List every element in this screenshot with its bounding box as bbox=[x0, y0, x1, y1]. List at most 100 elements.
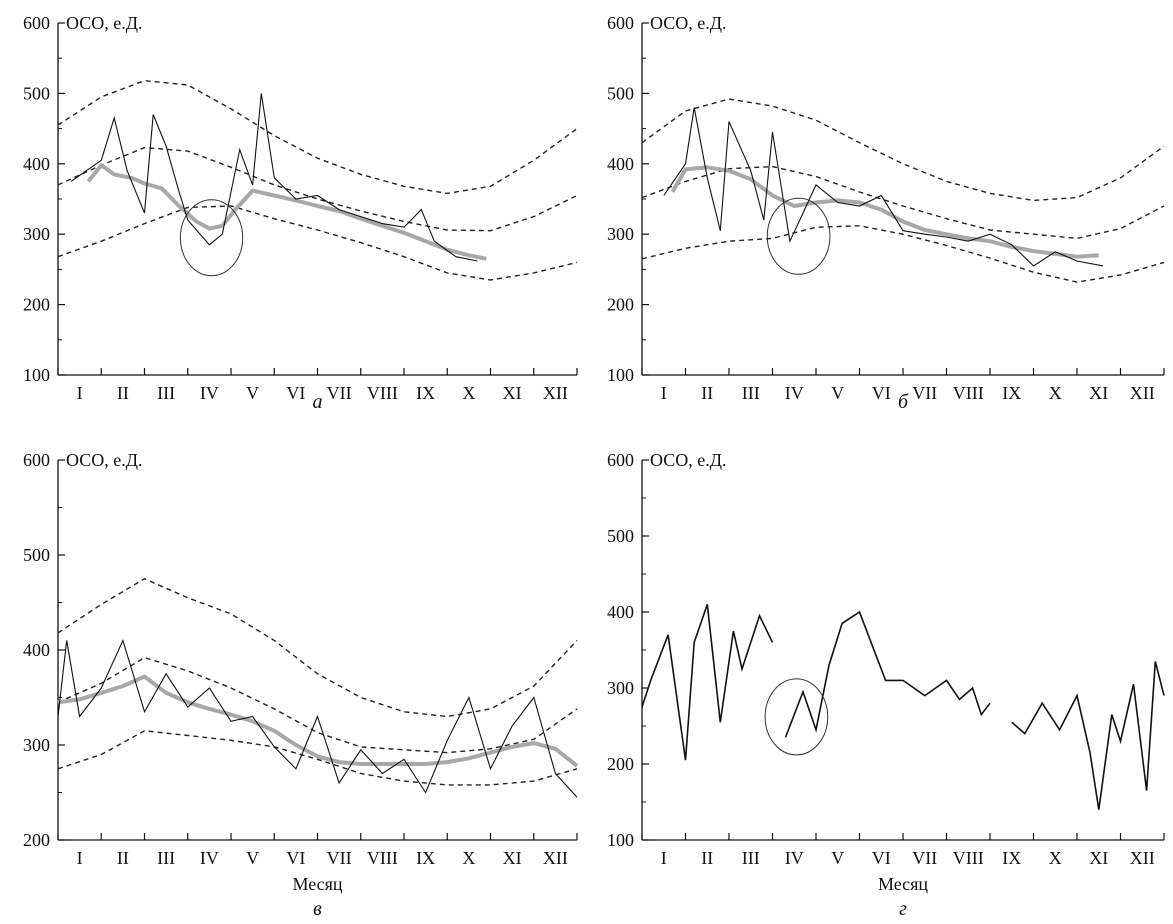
y-tick-label: 300 bbox=[23, 224, 50, 244]
y-tick-label: 100 bbox=[23, 365, 50, 385]
x-tick-label: X bbox=[1049, 848, 1062, 868]
y-tick-label: 500 bbox=[23, 545, 50, 565]
y-tick-label: 500 bbox=[607, 83, 634, 103]
daily-series-line bbox=[641, 604, 774, 761]
x-axis-title: Месяц bbox=[292, 874, 342, 894]
x-tick-label: VIII bbox=[953, 848, 984, 868]
y-tick-label: 400 bbox=[607, 602, 634, 622]
x-tick-label: XII bbox=[543, 848, 568, 868]
y-tick-label: 300 bbox=[607, 224, 634, 244]
y-tick-label: 200 bbox=[23, 830, 50, 850]
y-axis-title: ОСО, е.Д. bbox=[66, 13, 143, 33]
climate-envelope-line bbox=[57, 578, 578, 718]
climate-envelope-line bbox=[641, 165, 1165, 240]
highlight-circle bbox=[179, 199, 244, 277]
x-tick-label: VII bbox=[912, 383, 937, 403]
y-tick-label: 600 bbox=[23, 13, 50, 33]
x-tick-label: IV bbox=[785, 383, 804, 403]
daily-series-line bbox=[70, 93, 478, 262]
x-tick-label: IV bbox=[785, 848, 804, 868]
x-tick-label: X bbox=[462, 383, 475, 403]
x-tick-label: VIII bbox=[367, 848, 398, 868]
x-tick-label: IX bbox=[1002, 848, 1021, 868]
x-tick-label: IX bbox=[416, 848, 435, 868]
x-tick-label: II bbox=[701, 383, 713, 403]
smoothed-series-line bbox=[86, 163, 487, 261]
climate-envelope-line bbox=[57, 79, 578, 195]
daily-series-line bbox=[57, 638, 578, 798]
panel-letter: в bbox=[313, 898, 322, 920]
x-tick-label: II bbox=[117, 848, 129, 868]
climate-envelope-line bbox=[57, 730, 578, 786]
x-tick-label: VII bbox=[912, 848, 937, 868]
smoothed-series-line bbox=[57, 674, 579, 768]
x-tick-label: VIII bbox=[367, 383, 398, 403]
y-tick-label: 500 bbox=[607, 526, 634, 546]
x-tick-label: X bbox=[462, 848, 475, 868]
x-tick-label: XI bbox=[1089, 383, 1108, 403]
x-tick-label: XI bbox=[503, 848, 522, 868]
x-tick-label: IV bbox=[200, 383, 219, 403]
y-tick-label: 400 bbox=[23, 154, 50, 174]
panel-letter: б bbox=[898, 391, 909, 413]
y-axis-title: ОСО, е.Д. bbox=[66, 450, 143, 470]
x-tick-label: I bbox=[77, 848, 83, 868]
x-tick-label: IV bbox=[200, 848, 219, 868]
x-tick-label: III bbox=[157, 848, 175, 868]
x-tick-label: III bbox=[742, 848, 760, 868]
x-tick-label: VIII bbox=[953, 383, 984, 403]
y-tick-label: 100 bbox=[607, 365, 634, 385]
x-tick-label: VI bbox=[286, 848, 305, 868]
x-tick-label: VII bbox=[327, 383, 352, 403]
x-tick-label: X bbox=[1049, 383, 1062, 403]
climate-envelope-line bbox=[641, 225, 1165, 283]
x-tick-label: V bbox=[831, 383, 844, 403]
y-tick-label: 600 bbox=[23, 450, 50, 470]
climate-envelope-line bbox=[57, 146, 578, 232]
y-tick-label: 500 bbox=[23, 83, 50, 103]
y-tick-label: 100 bbox=[607, 830, 634, 850]
daily-series-line bbox=[663, 107, 1104, 267]
x-tick-label: II bbox=[701, 848, 713, 868]
panel-letter: а bbox=[313, 391, 323, 413]
x-tick-label: VI bbox=[872, 848, 891, 868]
x-tick-label: XI bbox=[1089, 848, 1108, 868]
daily-series-line bbox=[1011, 661, 1165, 810]
x-tick-label: XI bbox=[503, 383, 522, 403]
y-axis-title: ОСО, е.Д. bbox=[650, 450, 727, 470]
smoothed-series-line bbox=[670, 165, 1099, 259]
x-tick-label: I bbox=[661, 383, 667, 403]
x-tick-label: III bbox=[742, 383, 760, 403]
highlight-circle bbox=[764, 678, 829, 756]
x-tick-label: XII bbox=[543, 383, 568, 403]
daily-series-line bbox=[784, 610, 991, 738]
y-tick-label: 300 bbox=[607, 678, 634, 698]
climate-envelope-line bbox=[641, 98, 1165, 202]
x-tick-label: VII bbox=[327, 848, 352, 868]
panel-letter: г bbox=[899, 898, 907, 920]
y-tick-label: 300 bbox=[23, 735, 50, 755]
y-tick-label: 600 bbox=[607, 13, 634, 33]
x-tick-label: I bbox=[77, 383, 83, 403]
x-axis-title: Месяц bbox=[878, 874, 928, 894]
x-tick-label: XII bbox=[1130, 848, 1155, 868]
x-tick-label: III bbox=[157, 383, 175, 403]
x-tick-label: VI bbox=[286, 383, 305, 403]
x-tick-label: V bbox=[831, 848, 844, 868]
x-tick-label: IX bbox=[416, 383, 435, 403]
x-tick-label: V bbox=[246, 848, 259, 868]
x-tick-label: VI bbox=[872, 383, 891, 403]
y-axis-title: ОСО, е.Д. bbox=[650, 13, 727, 33]
x-tick-label: V bbox=[246, 383, 259, 403]
y-tick-label: 200 bbox=[607, 295, 634, 315]
y-tick-label: 400 bbox=[607, 154, 634, 174]
y-tick-label: 200 bbox=[607, 754, 634, 774]
highlight-circle bbox=[766, 197, 831, 275]
y-tick-label: 400 bbox=[23, 640, 50, 660]
x-tick-label: IX bbox=[1002, 383, 1021, 403]
